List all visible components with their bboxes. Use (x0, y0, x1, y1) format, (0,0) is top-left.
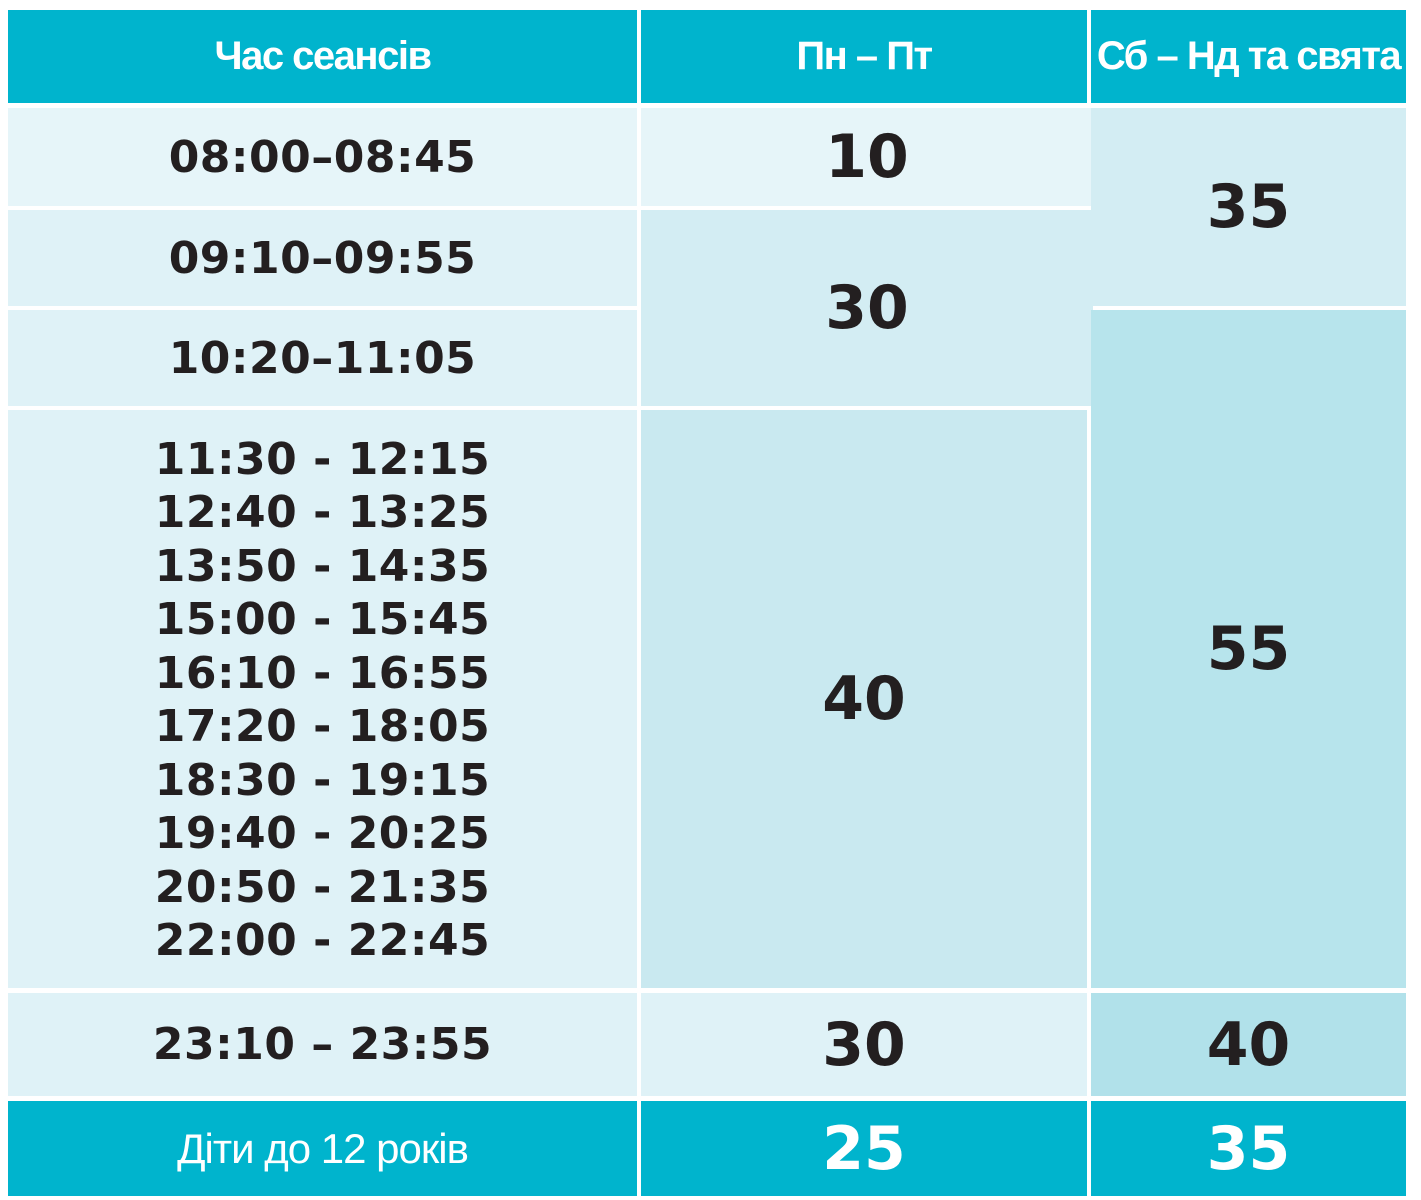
weekday-price-4: 30 (641, 993, 1087, 1096)
time-slot-item: 17:20 - 18:05 (154, 701, 491, 752)
weekend-price-3: 40 (1091, 993, 1406, 1096)
time-slot-item: 20:50 - 21:35 (154, 861, 491, 913)
weekend-price-2: 55 (1091, 310, 1406, 988)
weekend-price-1: 35 (1091, 108, 1406, 306)
time-slot-2: 09:10–09:55 (8, 210, 637, 306)
header-weekend: Сб – Нд та свята (1091, 10, 1406, 103)
time-slot-item: 22:00 - 22:45 (154, 915, 491, 966)
footer-weekend-price: 35 (1091, 1101, 1406, 1196)
time-slot-item: 11:30 - 12:15 (154, 433, 491, 485)
footer-weekday-price: 25 (641, 1101, 1087, 1196)
time-slot-1: 08:00–08:45 (8, 108, 637, 206)
time-slot-3: 10:20–11:05 (8, 310, 637, 406)
header-time: Час сеансів (8, 10, 637, 103)
time-slot-item: 15:00 - 15:45 (154, 594, 491, 645)
weekday-price-2: 30 (641, 210, 1093, 406)
time-slot-item: 19:40 - 20:25 (154, 808, 491, 859)
weekday-price-1: 10 (641, 108, 1093, 206)
time-slot-group: 11:30 - 12:15 12:40 - 13:25 13:50 - 14:3… (8, 410, 637, 988)
time-slot-item: 13:50 - 14:35 (154, 540, 491, 592)
header-weekday: Пн – Пт (641, 10, 1087, 103)
time-slot-item: 12:40 - 13:25 (154, 487, 491, 538)
time-slot-item: 16:10 - 16:55 (154, 647, 491, 699)
weekday-price-3: 40 (641, 410, 1087, 988)
footer-children-label: Діти до 12 років (8, 1101, 637, 1196)
time-slot-item: 18:30 - 19:15 (154, 754, 491, 806)
time-slot-5: 23:10 – 23:55 (8, 993, 637, 1096)
